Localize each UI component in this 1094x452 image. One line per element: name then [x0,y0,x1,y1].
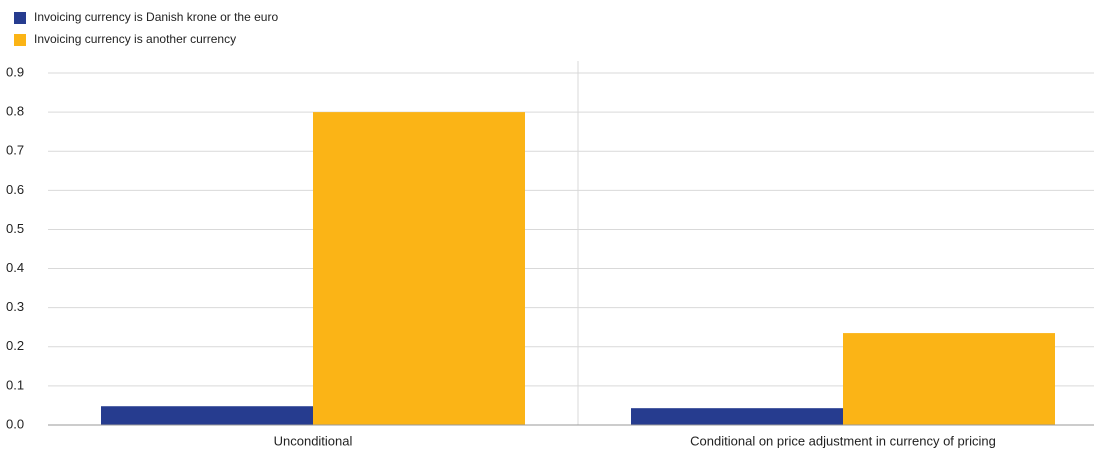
bar [101,406,313,425]
bar [843,333,1055,425]
y-tick-label: 0.0 [6,416,24,431]
x-tick-label: Conditional on price adjustment in curre… [690,433,996,448]
legend-label: Invoicing currency is Danish krone or th… [34,10,278,24]
legend-label: Invoicing currency is another currency [34,32,236,46]
legend-swatch [14,12,26,24]
bar [313,112,525,425]
legend-swatch [14,34,26,46]
bar [631,408,843,425]
y-tick-label: 0.8 [6,104,24,119]
y-tick-label: 0.3 [6,299,24,314]
y-tick-label: 0.2 [6,338,24,353]
y-tick-label: 0.5 [6,221,24,236]
y-tick-label: 0.7 [6,143,24,158]
y-tick-label: 0.4 [6,260,24,275]
y-tick-label: 0.9 [6,64,24,79]
y-tick-label: 0.6 [6,182,24,197]
x-tick-label: Unconditional [274,433,353,448]
y-tick-label: 0.1 [6,377,24,392]
